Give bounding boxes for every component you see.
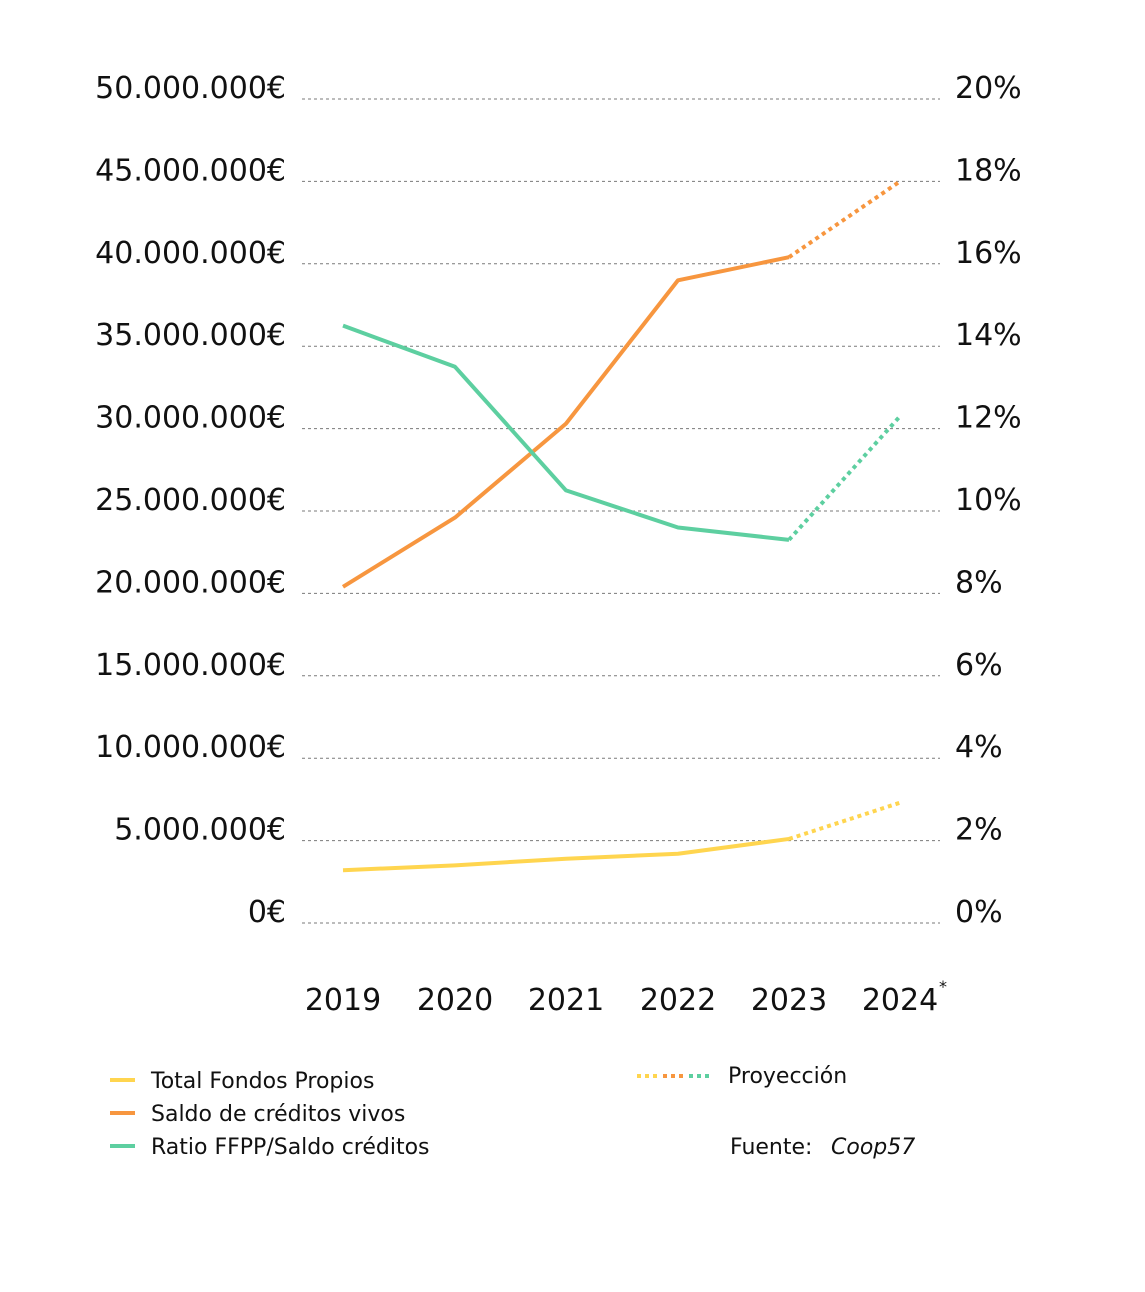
source-name: Coop57: [831, 1135, 915, 1160]
right-tick-label: 16%: [955, 236, 1022, 271]
left-axis-ticks: 0€ 5.000.000€ 10.000.000€ 15.000.000€ 20.000…: [95, 71, 286, 930]
x-axis-ticks: 2019 2020 2021 2022 2023 2024 *: [305, 977, 947, 1018]
legend-label: Total Fondos Propios: [150, 1069, 374, 1094]
legend-label: Saldo de créditos vivos: [151, 1102, 405, 1127]
x-tick-footnote-mark: *: [939, 977, 947, 996]
right-tick-label: 0%: [955, 895, 1003, 930]
x-tick-label: 2019: [305, 983, 381, 1018]
right-tick-label: 10%: [955, 483, 1022, 518]
x-tick-label: 2020: [417, 983, 493, 1018]
left-tick-label: 30.000.000€: [95, 401, 286, 436]
series-line-0: [342, 836, 790, 873]
right-tick-label: 8%: [955, 565, 1003, 600]
left-tick-label: 15.000.000€: [95, 648, 286, 683]
legend-projection-label: Proyección: [728, 1064, 847, 1089]
legend: Total Fondos Propios Saldo de créditos vi…: [110, 1064, 847, 1160]
source-note: Fuente: Coop57: [730, 1135, 915, 1160]
left-tick-label: 40.000.000€: [95, 236, 286, 271]
series-projection-line-1: [787, 179, 902, 259]
left-tick-label: 5.000.000€: [114, 813, 286, 848]
legend-label: Ratio FFPP/Saldo créditos: [151, 1135, 430, 1160]
series-lines: [341, 179, 902, 873]
left-tick-label: 0€: [248, 895, 286, 930]
left-tick-label: 45.000.000€: [95, 153, 286, 188]
left-tick-label: 50.000.000€: [95, 71, 286, 106]
right-tick-label: 20%: [955, 71, 1022, 106]
left-tick-label: 20.000.000€: [95, 565, 286, 600]
right-tick-label: 2%: [955, 813, 1003, 848]
left-tick-label: 25.000.000€: [95, 483, 286, 518]
left-tick-label: 35.000.000€: [95, 318, 286, 353]
series-projection-line-2: [787, 414, 902, 542]
x-tick-label: 2022: [640, 983, 716, 1018]
right-tick-label: 18%: [955, 153, 1022, 188]
series-line-1: [341, 255, 790, 589]
series-projection-line-0: [788, 800, 901, 841]
x-tick-label: 2021: [528, 983, 604, 1018]
right-axis-ticks: 0% 2% 4% 6% 8% 10% 12% 14% 16% 18% 20%: [955, 71, 1022, 930]
right-tick-label: 14%: [955, 318, 1022, 353]
x-tick-label: 2024: [862, 983, 938, 1018]
source-label: Fuente:: [730, 1135, 812, 1160]
series-line-2: [342, 323, 790, 542]
left-tick-label: 10.000.000€: [95, 730, 286, 765]
x-tick-label: 2023: [751, 983, 827, 1018]
grid-lines: [302, 98, 940, 924]
right-tick-label: 6%: [955, 648, 1003, 683]
right-tick-label: 4%: [955, 730, 1003, 765]
right-tick-label: 12%: [955, 401, 1022, 436]
